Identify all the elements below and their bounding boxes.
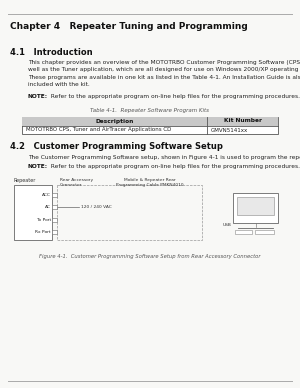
Text: Tx Port: Tx Port — [36, 218, 51, 222]
Text: This chapter provides an overview of the MOTOTRBO Customer Programming Software : This chapter provides an overview of the… — [28, 60, 300, 65]
Text: AC: AC — [45, 205, 51, 209]
Bar — [52, 230, 57, 234]
Bar — [22, 117, 278, 126]
Text: Rear Accessory
Connector: Rear Accessory Connector — [60, 178, 93, 187]
Text: Refer to the appropriate program on-line help files for the programming procedur: Refer to the appropriate program on-line… — [47, 164, 300, 169]
Text: Repeater: Repeater — [14, 178, 36, 183]
Bar — [52, 205, 57, 209]
Text: Kit Number: Kit Number — [224, 118, 262, 123]
Text: Refer to the appropriate program on-line help files for the programming procedur: Refer to the appropriate program on-line… — [47, 94, 300, 99]
Bar — [57, 185, 202, 240]
Text: NOTE:: NOTE: — [28, 94, 48, 99]
Bar — [235, 230, 252, 234]
Text: Chapter 4   Repeater Tuning and Programming: Chapter 4 Repeater Tuning and Programmin… — [10, 22, 248, 31]
Text: USB: USB — [223, 223, 232, 227]
Text: ACC: ACC — [42, 193, 51, 197]
Bar — [237, 197, 274, 215]
Text: These programs are available in one kit as listed in the Table 4-1. An Installat: These programs are available in one kit … — [28, 75, 300, 80]
Text: MOTOTRBO CPS, Tuner and AirTracer Applications CD: MOTOTRBO CPS, Tuner and AirTracer Applic… — [26, 128, 171, 132]
Text: well as the Tuner application, which are all designed for use on Windows 2000/XP: well as the Tuner application, which are… — [28, 68, 300, 73]
Text: Figure 4-1.  Customer Programming Software Setup from Rear Accessory Connector: Figure 4-1. Customer Programming Softwar… — [39, 254, 261, 259]
Text: included with the kit.: included with the kit. — [28, 83, 90, 88]
Bar — [233, 193, 278, 223]
Bar — [255, 230, 274, 234]
Bar — [52, 218, 57, 222]
Text: Mobile & Repeater Rear
Programming Cable PMKN4010: Mobile & Repeater Rear Programming Cable… — [116, 178, 184, 187]
Text: Description: Description — [95, 118, 134, 123]
Text: 4.2   Customer Programming Software Setup: 4.2 Customer Programming Software Setup — [10, 142, 223, 151]
Bar — [14, 185, 52, 240]
Bar — [52, 193, 57, 197]
Text: The Customer Programming Software setup, shown in Figure 4-1 is used to program : The Customer Programming Software setup,… — [28, 155, 300, 160]
Bar — [22, 117, 278, 134]
Text: NOTE:: NOTE: — [28, 164, 48, 169]
Text: Rx Port: Rx Port — [35, 230, 51, 234]
Text: 4.1   Introduction: 4.1 Introduction — [10, 48, 93, 57]
Text: 120 / 240 VAC: 120 / 240 VAC — [81, 205, 112, 209]
Text: Table 4-1.  Repeater Software Program Kits: Table 4-1. Repeater Software Program Kit… — [91, 108, 209, 113]
Text: GMVN5141xx: GMVN5141xx — [211, 128, 248, 132]
